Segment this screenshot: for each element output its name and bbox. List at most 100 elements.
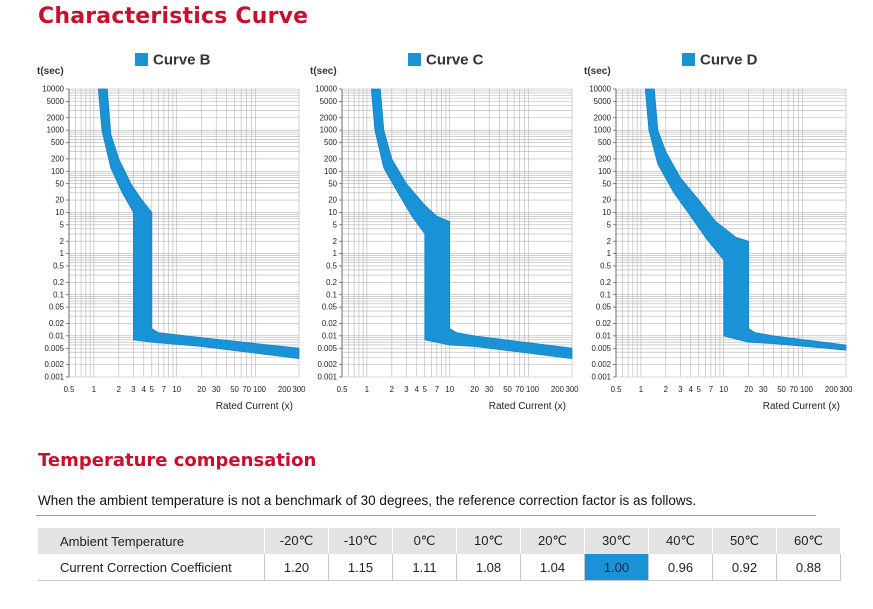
x-tick-label: 3 — [404, 385, 408, 394]
x-tick-label: 50 — [503, 385, 512, 394]
y-tick-label: 2000 — [47, 113, 65, 122]
temperature-cell: 50℃ — [712, 528, 777, 554]
y-tick-label: 2 — [607, 237, 611, 246]
coefficient-cell: 1.20 — [264, 554, 329, 581]
y-tick-label: 0.01 — [49, 331, 64, 340]
y-tick-label: 1 — [333, 249, 337, 258]
x-tick-label: 30 — [485, 385, 494, 394]
x-tick-label: 300 — [565, 385, 579, 394]
x-axis-label: Rated Current (x) — [763, 401, 840, 412]
y-axis-label: t(sec) — [584, 66, 611, 77]
characteristic-chart-b: 100005000200010005002001005020105210.50.… — [37, 52, 306, 413]
y-tick-label: 2 — [60, 237, 64, 246]
y-tick-label: 0.001 — [591, 373, 611, 382]
x-tick-label: 2 — [390, 385, 394, 394]
x-tick-label: 5 — [697, 385, 702, 394]
legend-swatch — [682, 53, 695, 66]
temperature-cell: -10℃ — [328, 528, 393, 554]
y-tick-label: 10 — [602, 208, 611, 217]
legend-label: Curve C — [426, 52, 484, 69]
y-tick-label: 50 — [55, 179, 64, 188]
x-tick-label: 30 — [212, 385, 221, 394]
x-tick-label: 20 — [470, 385, 479, 394]
x-axis-label: Rated Current (x) — [216, 401, 293, 412]
legend-swatch — [408, 53, 421, 66]
temperature-cell: 0℃ — [392, 528, 457, 554]
coefficient-row-label: Current Correction Coefficient — [38, 554, 265, 581]
x-tick-label: 50 — [230, 385, 239, 394]
y-tick-label: 10000 — [42, 85, 64, 94]
y-tick-label: 0.02 — [49, 319, 64, 328]
y-tick-label: 1 — [60, 249, 64, 258]
y-tick-label: 500 — [51, 138, 65, 147]
y-tick-label: 0.005 — [317, 344, 337, 353]
y-tick-label: 0.002 — [44, 360, 64, 369]
y-tick-label: 0.02 — [596, 319, 611, 328]
x-tick-label: 300 — [292, 385, 306, 394]
y-tick-label: 0.1 — [326, 290, 337, 299]
y-tick-label: 10 — [328, 208, 337, 217]
x-tick-label: 20 — [744, 385, 753, 394]
y-tick-label: 50 — [602, 179, 611, 188]
y-tick-label: 2000 — [320, 113, 338, 122]
y-tick-label: 5 — [60, 220, 65, 229]
y-tick-label: 100 — [51, 167, 65, 176]
x-tick-label: 3 — [131, 385, 135, 394]
y-axis-label: t(sec) — [310, 66, 337, 77]
x-tick-label: 300 — [839, 385, 853, 394]
temperature-cell: 40℃ — [648, 528, 713, 554]
characteristic-chart-d: 100005000200010005002001005020105210.50.… — [584, 52, 853, 413]
y-tick-label: 0.005 — [44, 344, 64, 353]
x-tick-label: 100 — [253, 385, 267, 394]
y-tick-label: 0.02 — [322, 319, 337, 328]
tripping-band — [644, 88, 847, 351]
coefficient-cell: 0.96 — [648, 554, 713, 581]
page-title: Characteristics Curve — [38, 4, 309, 29]
y-tick-label: 0.05 — [596, 303, 612, 312]
y-tick-label: 0.05 — [322, 303, 338, 312]
y-tick-label: 10000 — [315, 85, 337, 94]
x-tick-label: 200 — [551, 385, 565, 394]
y-tick-label: 0.005 — [591, 344, 611, 353]
x-tick-label: 200 — [825, 385, 839, 394]
y-tick-label: 0.01 — [596, 331, 611, 340]
x-tick-label: 1 — [639, 385, 643, 394]
x-tick-label: 1 — [92, 385, 96, 394]
characteristic-chart-c: 100005000200010005002001005020105210.50.… — [310, 52, 579, 413]
x-tick-label: 4 — [415, 385, 420, 394]
y-tick-label: 2000 — [594, 113, 612, 122]
y-tick-label: 5 — [607, 220, 612, 229]
x-tick-label: 1 — [365, 385, 369, 394]
y-tick-label: 5000 — [320, 97, 338, 106]
x-tick-label: 5 — [150, 385, 155, 394]
x-tick-label: 10 — [445, 385, 454, 394]
y-tick-label: 100 — [324, 167, 338, 176]
x-tick-label: 10 — [172, 385, 181, 394]
y-tick-label: 1000 — [47, 126, 65, 135]
y-tick-label: 0.05 — [49, 303, 65, 312]
x-tick-label: 0.5 — [337, 385, 349, 394]
y-tick-label: 200 — [324, 155, 338, 164]
coefficient-cell: 0.92 — [712, 554, 777, 581]
y-tick-label: 10000 — [589, 85, 611, 94]
coefficient-cell: 1.11 — [392, 554, 457, 581]
temperature-description: When the ambient temperature is not a be… — [38, 493, 697, 508]
x-tick-label: 100 — [526, 385, 540, 394]
tripping-band — [370, 88, 573, 359]
y-tick-label: 1000 — [594, 126, 612, 135]
y-tick-label: 0.5 — [53, 262, 65, 271]
y-tick-label: 1 — [607, 249, 611, 258]
coefficient-row: Current Correction Coefficient 1.20 1.15… — [38, 554, 841, 581]
y-tick-label: 0.5 — [326, 262, 338, 271]
grid — [68, 89, 299, 378]
y-tick-label: 0.5 — [600, 262, 612, 271]
x-tick-label: 2 — [117, 385, 121, 394]
y-tick-label: 200 — [51, 155, 65, 164]
y-tick-label: 0.001 — [44, 373, 64, 382]
y-tick-label: 200 — [598, 155, 612, 164]
y-tick-label: 500 — [324, 138, 338, 147]
x-tick-label: 30 — [759, 385, 768, 394]
x-tick-label: 7 — [162, 385, 166, 394]
tripping-band — [97, 88, 300, 359]
y-tick-label: 100 — [598, 167, 612, 176]
